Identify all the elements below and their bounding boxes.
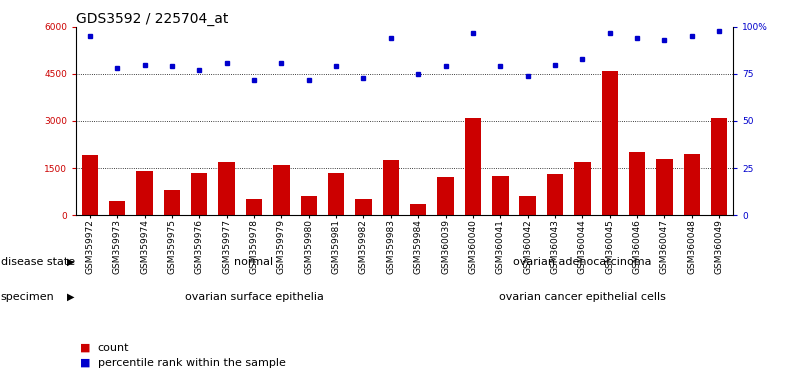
Bar (629, 152, 646, 215)
Bar (109, 201, 126, 215)
Text: ■: ■ (80, 358, 91, 368)
Bar (683, 154, 700, 215)
Bar (519, 195, 536, 215)
Text: ■: ■ (80, 343, 91, 353)
Bar (574, 162, 590, 215)
Bar (383, 160, 399, 215)
Bar (246, 199, 262, 215)
Bar (547, 174, 563, 215)
Text: normal: normal (235, 257, 274, 267)
Bar (82, 156, 98, 215)
Bar (191, 173, 207, 215)
Text: ovarian adenocarcinoma: ovarian adenocarcinoma (513, 257, 652, 267)
Text: ovarian surface epithelia: ovarian surface epithelia (184, 291, 324, 302)
Bar (437, 177, 453, 215)
Bar (273, 165, 290, 215)
Bar (410, 204, 426, 215)
Bar (602, 71, 618, 215)
Text: count: count (98, 343, 129, 353)
Bar (465, 118, 481, 215)
Text: disease state: disease state (1, 257, 75, 267)
Text: ▶: ▶ (66, 291, 74, 302)
Bar (656, 159, 673, 215)
Text: specimen: specimen (1, 291, 54, 302)
Bar (163, 190, 180, 215)
Bar (300, 196, 317, 215)
Text: ovarian cancer epithelial cells: ovarian cancer epithelial cells (499, 291, 666, 302)
Text: ▶: ▶ (66, 257, 74, 267)
Text: GDS3592 / 225704_at: GDS3592 / 225704_at (76, 12, 228, 26)
Bar (492, 176, 509, 215)
Bar (136, 171, 153, 215)
Bar (219, 162, 235, 215)
Bar (356, 199, 372, 215)
Text: percentile rank within the sample: percentile rank within the sample (98, 358, 286, 368)
Bar (711, 118, 727, 215)
Bar (328, 173, 344, 215)
